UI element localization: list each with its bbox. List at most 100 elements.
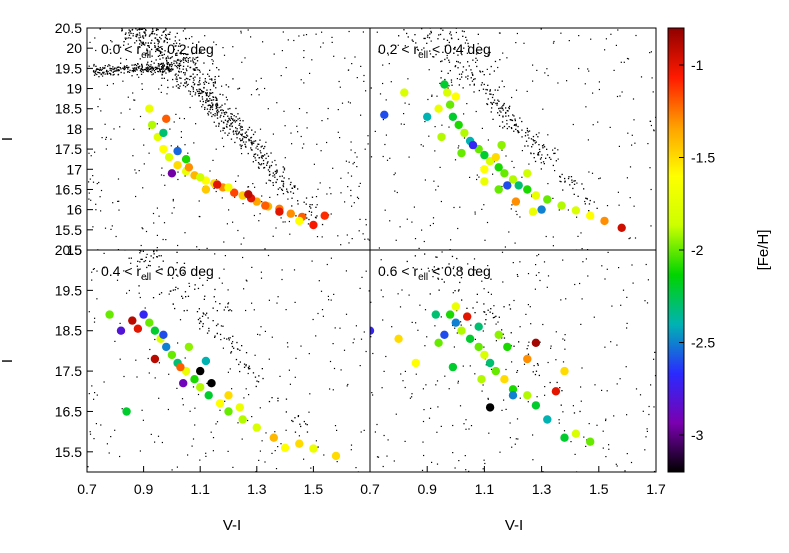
field-star bbox=[162, 71, 164, 74]
field-star bbox=[206, 98, 208, 100]
field-star bbox=[173, 48, 175, 51]
field-star bbox=[412, 267, 414, 269]
field-star bbox=[153, 253, 155, 255]
metallicity-star bbox=[531, 401, 541, 410]
field-star bbox=[232, 119, 234, 121]
field-star bbox=[161, 441, 163, 444]
field-star bbox=[236, 120, 238, 122]
field-star bbox=[232, 221, 234, 223]
field-star bbox=[572, 187, 574, 190]
field-star bbox=[268, 179, 270, 181]
field-star bbox=[424, 345, 426, 347]
field-star bbox=[486, 221, 489, 224]
field-star bbox=[175, 42, 178, 44]
field-star bbox=[504, 246, 506, 248]
field-star bbox=[251, 266, 253, 268]
field-star bbox=[215, 324, 218, 327]
field-star bbox=[457, 38, 460, 40]
metallicity-star bbox=[159, 144, 168, 154]
field-star bbox=[169, 68, 172, 70]
field-star bbox=[288, 220, 290, 223]
field-star bbox=[192, 59, 194, 61]
field-star bbox=[552, 197, 554, 199]
field-star bbox=[117, 178, 120, 180]
field-star bbox=[424, 253, 426, 255]
field-star bbox=[197, 84, 199, 86]
field-star bbox=[461, 299, 463, 301]
metallicity-star bbox=[122, 407, 131, 416]
field-star bbox=[423, 23, 424, 24]
field-star bbox=[137, 63, 139, 65]
field-star bbox=[536, 255, 538, 257]
field-star bbox=[199, 88, 202, 91]
field-star bbox=[157, 40, 159, 42]
field-star bbox=[330, 257, 332, 259]
field-star bbox=[585, 445, 587, 447]
field-star bbox=[457, 290, 460, 292]
field-star bbox=[132, 26, 133, 27]
field-star bbox=[306, 424, 308, 426]
field-star bbox=[471, 72, 473, 74]
field-star bbox=[493, 305, 495, 307]
metallicity-star bbox=[224, 391, 233, 400]
field-star bbox=[644, 449, 646, 451]
field-star bbox=[606, 205, 609, 207]
field-star bbox=[627, 132, 629, 134]
field-star bbox=[482, 468, 484, 470]
field-star bbox=[303, 50, 305, 52]
field-star bbox=[506, 127, 508, 130]
field-star bbox=[216, 112, 219, 114]
field-star bbox=[455, 31, 457, 34]
field-star bbox=[182, 404, 184, 406]
field-star bbox=[150, 433, 152, 435]
field-star bbox=[106, 443, 108, 445]
field-star bbox=[626, 296, 628, 298]
field-star bbox=[457, 227, 459, 230]
field-star bbox=[459, 405, 462, 407]
field-star bbox=[151, 20, 152, 21]
field-star bbox=[273, 174, 276, 176]
colorbar-tick-label: -2 bbox=[691, 242, 704, 258]
field-star bbox=[468, 428, 470, 430]
field-star bbox=[207, 114, 210, 116]
field-star bbox=[182, 65, 185, 67]
field-star bbox=[421, 49, 423, 51]
field-star bbox=[114, 21, 115, 22]
field-star bbox=[140, 73, 143, 75]
field-star bbox=[460, 73, 463, 75]
field-star bbox=[583, 436, 585, 438]
field-star bbox=[208, 95, 210, 98]
field-star bbox=[461, 240, 462, 241]
field-star bbox=[261, 195, 263, 197]
field-star bbox=[262, 155, 264, 157]
field-star bbox=[541, 154, 543, 156]
field-star bbox=[517, 130, 519, 132]
field-star bbox=[476, 174, 478, 176]
field-star bbox=[154, 377, 156, 379]
field-star bbox=[427, 98, 429, 101]
field-star bbox=[534, 288, 536, 290]
field-star bbox=[508, 106, 510, 109]
field-star bbox=[315, 196, 318, 198]
field-star bbox=[132, 70, 135, 73]
field-star bbox=[608, 448, 610, 450]
field-star bbox=[552, 236, 554, 238]
field-star bbox=[286, 190, 288, 192]
field-star bbox=[403, 123, 405, 125]
field-star bbox=[461, 30, 464, 32]
field-star bbox=[372, 394, 374, 396]
field-star bbox=[291, 197, 293, 199]
field-star bbox=[136, 33, 138, 36]
field-star bbox=[433, 266, 435, 268]
field-star bbox=[142, 28, 144, 30]
field-star bbox=[214, 253, 216, 255]
metallicity-star bbox=[184, 342, 194, 352]
field-star bbox=[161, 269, 163, 271]
field-star bbox=[110, 40, 112, 42]
field-star bbox=[256, 145, 258, 147]
field-star bbox=[161, 77, 163, 79]
field-star bbox=[177, 178, 179, 181]
field-star bbox=[348, 69, 350, 71]
field-star bbox=[182, 30, 184, 32]
field-star bbox=[367, 143, 369, 145]
